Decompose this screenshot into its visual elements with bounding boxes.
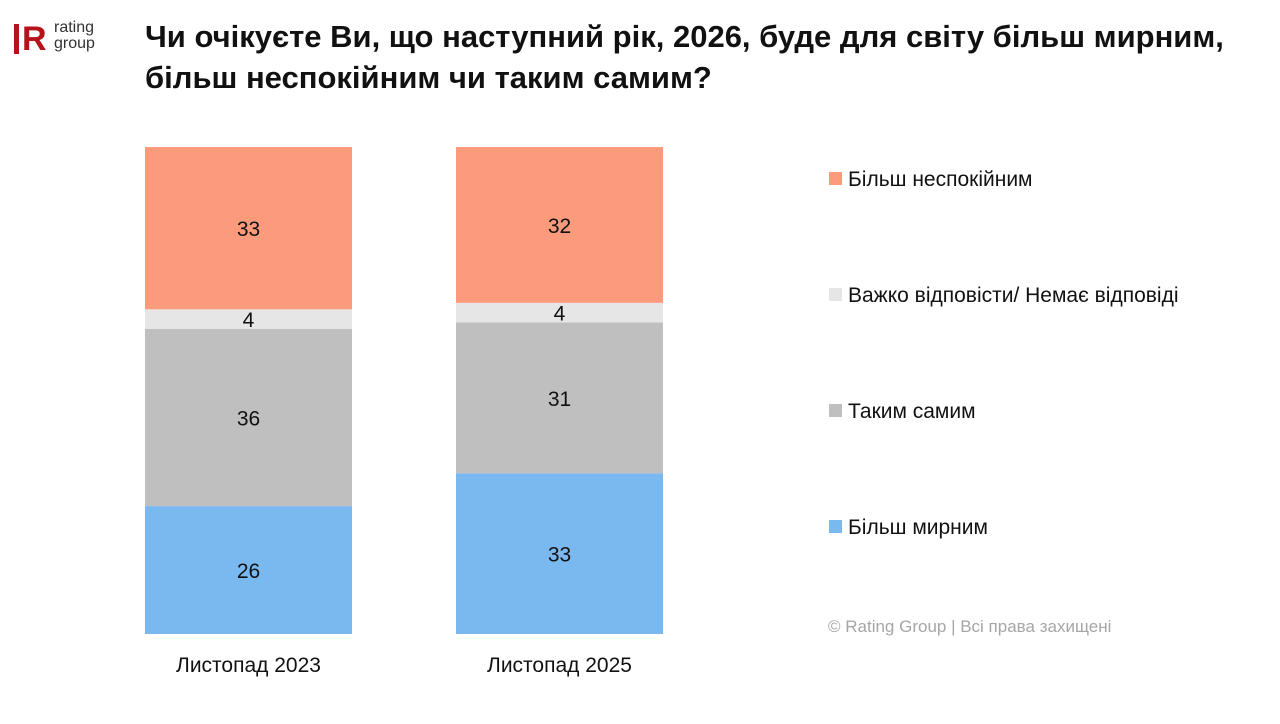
legend-item: Важко відповісти/ Немає відповіді xyxy=(829,284,1179,308)
data-label: 36 xyxy=(237,408,260,431)
logo-text: rating group xyxy=(54,20,95,52)
bar-segment xyxy=(145,147,352,310)
data-label: 33 xyxy=(548,544,571,567)
category-label: Листопад 2023 xyxy=(176,654,321,677)
chart-title: Чи очікуєте Ви, що наступний рік, 2026, … xyxy=(145,19,1224,95)
bar-segment xyxy=(456,147,663,303)
legend-swatch xyxy=(829,287,842,301)
stacked-bar-chart: 26 36 4 33 Листопад 2023 33 31 4 32 Листопад 2025 xyxy=(145,147,663,677)
legend-item: Більш неспокійним xyxy=(829,168,1033,192)
legend-label: Більш мирним xyxy=(848,516,988,539)
logo-mark-bar xyxy=(14,24,19,54)
legend-swatch xyxy=(829,519,842,533)
legend-item: Більш мирним xyxy=(829,516,988,540)
data-label: 33 xyxy=(237,218,260,241)
logo-mark: R xyxy=(22,20,47,58)
bar-segment xyxy=(456,473,663,634)
data-label: 26 xyxy=(237,560,260,583)
bar-segment xyxy=(456,302,663,323)
data-label: 32 xyxy=(548,215,571,238)
legend-label: Важко відповісти/ Немає відповіді xyxy=(848,284,1179,307)
legend-label: Таким самим xyxy=(848,400,976,423)
data-label: 4 xyxy=(554,303,566,326)
data-label: 4 xyxy=(243,309,255,332)
logo-text-line2: group xyxy=(54,35,95,52)
bar-segment xyxy=(145,506,352,634)
bar-segment xyxy=(145,329,352,507)
category-label: Листопад 2025 xyxy=(487,654,632,677)
rating-group-logo: R rating group xyxy=(14,20,114,56)
logo-text-line1: rating xyxy=(54,19,95,36)
legend-label: Більш неспокійним xyxy=(848,168,1033,191)
legend-item: Таким самим xyxy=(829,400,976,424)
data-label: 31 xyxy=(548,388,571,411)
legend-swatch xyxy=(829,171,842,185)
bar-segment xyxy=(145,309,352,330)
legend-swatch xyxy=(829,403,842,417)
bar-segment xyxy=(456,322,663,474)
copyright-notice: © Rating Group | Всі права захищені xyxy=(828,617,1112,636)
